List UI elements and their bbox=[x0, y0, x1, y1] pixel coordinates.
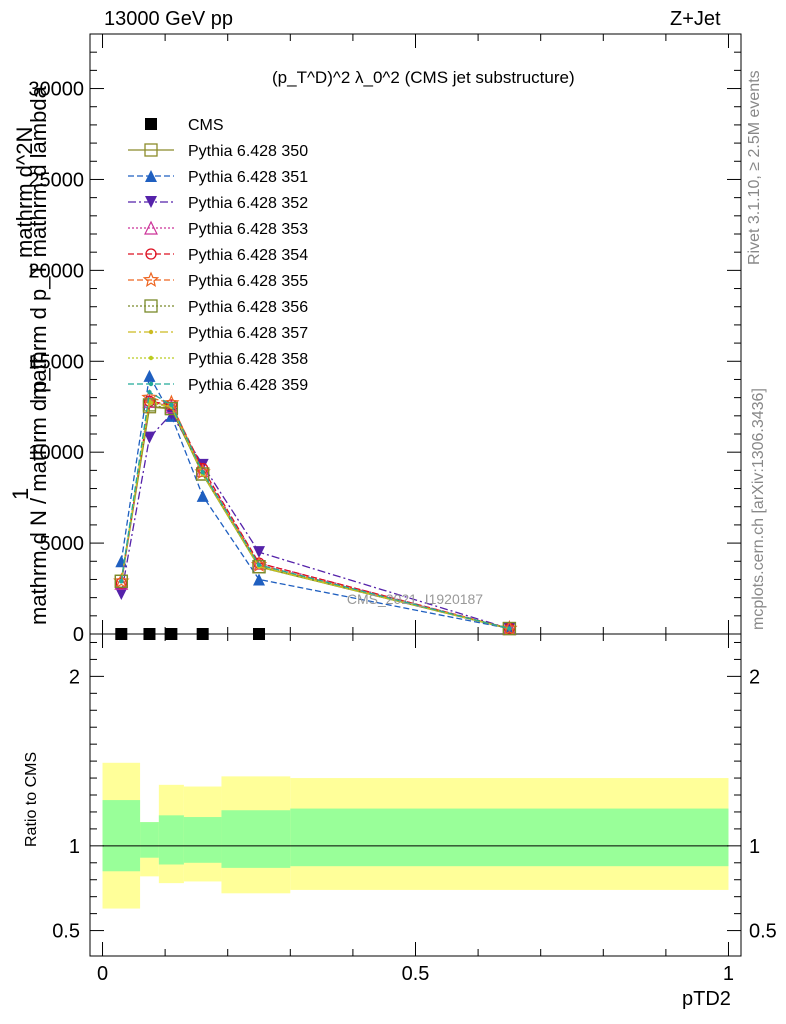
x-axis-title: pTD2 bbox=[682, 988, 731, 1010]
data-point bbox=[169, 402, 174, 408]
legend-label: Pythia 6.428 358 bbox=[188, 351, 308, 368]
legend-label: Pythia 6.428 355 bbox=[188, 273, 308, 290]
legend-item-3: Pythia 6.428 352 bbox=[128, 195, 308, 212]
data-point bbox=[143, 431, 156, 444]
legend-label: CMS bbox=[188, 117, 224, 134]
header-channel: Z+Jet bbox=[670, 8, 721, 30]
main-ytick-label: 30000 bbox=[28, 79, 84, 101]
legend-item-10: Pythia 6.428 359 bbox=[128, 377, 308, 394]
legend-item-0: CMS bbox=[145, 117, 224, 134]
ratio-band-inner bbox=[158, 815, 184, 865]
rivet-version-label: Rivet 3.1.10, ≥ 2.5M events bbox=[746, 70, 763, 265]
legend-label: Pythia 6.428 350 bbox=[188, 143, 308, 160]
ratio-xtick-label: 0 bbox=[97, 963, 108, 985]
data-point bbox=[142, 398, 157, 412]
ratio-ytick-label: 2 bbox=[69, 666, 80, 688]
series-line bbox=[120, 402, 510, 630]
series-line bbox=[120, 391, 510, 630]
legend-item-1: Pythia 6.428 350 bbox=[128, 143, 308, 160]
ratio-ylabel: Ratio to CMS bbox=[23, 751, 40, 847]
legend-label: Pythia 6.428 351 bbox=[188, 169, 308, 186]
data-point bbox=[119, 579, 124, 584]
ratio-band-inner bbox=[102, 800, 141, 872]
ratio-ytick-label-right: 2 bbox=[749, 666, 760, 688]
legend-marker bbox=[144, 299, 158, 313]
ratio-band-inner bbox=[221, 810, 291, 868]
legend-item-7: Pythia 6.428 356 bbox=[128, 299, 308, 316]
series-10 bbox=[119, 389, 512, 631]
series-0 bbox=[115, 628, 266, 640]
ratio-ytick-label: 1 bbox=[69, 836, 80, 858]
main-ytick-label: 25000 bbox=[28, 169, 84, 191]
legend-item-4: Pythia 6.428 353 bbox=[128, 220, 308, 238]
main-ytick-label: 15000 bbox=[28, 351, 84, 373]
data-point bbox=[115, 588, 128, 600]
data-point bbox=[507, 626, 512, 631]
legend-marker bbox=[144, 220, 158, 235]
legend-marker bbox=[145, 196, 157, 208]
ratio-band-inner bbox=[290, 808, 729, 867]
data-point bbox=[195, 463, 210, 477]
legend-label: Pythia 6.428 353 bbox=[188, 221, 308, 238]
legend-label: Pythia 6.428 352 bbox=[188, 195, 308, 212]
data-point bbox=[143, 369, 156, 382]
ylabel-line-2: mathrm d p_T mathrm d lambda bbox=[26, 86, 51, 400]
legend-marker bbox=[145, 170, 157, 182]
data-point bbox=[196, 489, 209, 502]
legend-item-2: Pythia 6.428 351 bbox=[128, 169, 308, 186]
data-point bbox=[200, 469, 205, 475]
data-point bbox=[252, 555, 266, 570]
data-point bbox=[501, 619, 518, 636]
main-ytick-label: 20000 bbox=[28, 260, 84, 282]
ratio-ytick-label-right: 0.5 bbox=[749, 921, 777, 943]
legend-marker bbox=[145, 248, 157, 260]
mcplots-reference: mcplots.cern.ch [arXiv:1306.3436] bbox=[750, 388, 767, 630]
legend-marker bbox=[145, 118, 157, 130]
legend-item-8: Pythia 6.428 357 bbox=[128, 325, 308, 342]
legend-item-5: Pythia 6.428 354 bbox=[128, 247, 308, 264]
data-point bbox=[253, 546, 266, 559]
ylabel-line-4: mathrm d N / mathrm d p_T bbox=[26, 354, 51, 625]
data-point bbox=[165, 628, 178, 640]
data-point bbox=[143, 628, 156, 640]
ratio-xtick-label: 1 bbox=[723, 963, 734, 985]
data-point bbox=[114, 574, 128, 588]
legend-label: Pythia 6.428 359 bbox=[188, 377, 308, 394]
data-point bbox=[165, 399, 178, 411]
analysis-watermark: CMS_2021_I1920187 bbox=[347, 591, 483, 607]
header-process: 13000 GeV pp bbox=[104, 8, 233, 30]
main-ytick-label: 0 bbox=[73, 624, 84, 646]
data-point bbox=[196, 467, 210, 481]
legend-marker bbox=[142, 271, 160, 287]
series-line bbox=[120, 400, 510, 630]
ratio-xtick-label: 0.5 bbox=[402, 963, 430, 985]
data-point bbox=[502, 621, 517, 636]
main-ytick-label: 5000 bbox=[40, 533, 85, 555]
legend-marker bbox=[144, 143, 158, 157]
data-point bbox=[115, 628, 128, 640]
data-point bbox=[196, 628, 209, 640]
data-point bbox=[113, 572, 130, 589]
data-point bbox=[147, 389, 152, 395]
main-title: (p_T^D)^2 λ_0^2 (CMS jet substructure) bbox=[272, 68, 575, 87]
main-ytick-label: 10000 bbox=[28, 442, 84, 464]
legend-label: Pythia 6.428 356 bbox=[188, 299, 308, 316]
legend-marker bbox=[148, 355, 154, 361]
legend-item-9: Pythia 6.428 358 bbox=[128, 351, 308, 368]
legend-item-6: Pythia 6.428 355 bbox=[128, 271, 308, 290]
ratio-band-inner bbox=[140, 822, 159, 858]
data-point bbox=[164, 401, 179, 416]
ratio-band-inner bbox=[183, 817, 222, 863]
ratio-ytick-label: 0.5 bbox=[52, 921, 80, 943]
legend-marker bbox=[148, 329, 154, 335]
legend-marker bbox=[148, 381, 154, 387]
data-point bbox=[256, 562, 262, 568]
data-point bbox=[253, 573, 266, 586]
legend-label: Pythia 6.428 357 bbox=[188, 325, 308, 342]
ratio-ytick-label-right: 1 bbox=[749, 836, 760, 858]
legend-label: Pythia 6.428 354 bbox=[188, 247, 308, 264]
data-point bbox=[253, 628, 266, 640]
